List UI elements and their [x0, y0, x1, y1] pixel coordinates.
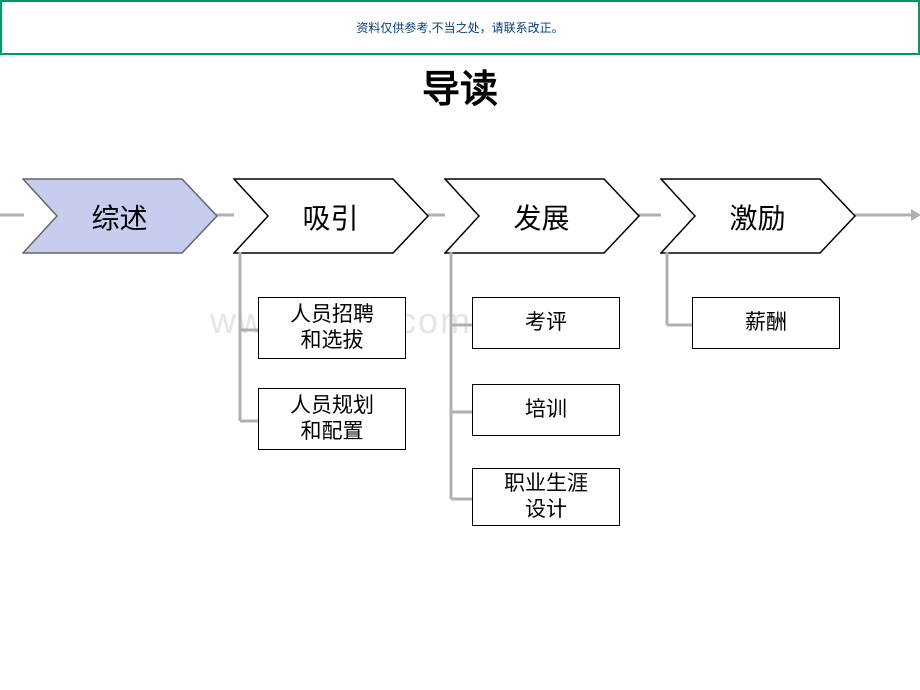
box-develop-1: 培训	[472, 384, 620, 436]
chevron-label-overview: 综述	[60, 197, 180, 237]
chevron-label-motivate: 激励	[698, 197, 818, 237]
box-attract-0: 人员招聘和选拔	[258, 297, 406, 359]
box-attract-1: 人员规划和配置	[258, 388, 406, 450]
tree-attract	[238, 252, 260, 423]
arrow-tail	[0, 211, 24, 219]
chevron-label-develop: 发展	[482, 197, 602, 237]
chevron-label-attract: 吸引	[271, 197, 391, 237]
connector-seg-3	[854, 207, 920, 223]
box-develop-2: 职业生涯设计	[472, 468, 620, 526]
flowchart: 综述 吸引 发展 激励人员招聘和选拔人员规划和配置 考评培训职业生涯设计 薪酬	[0, 0, 920, 690]
box-motivate-0: 薪酬	[692, 297, 840, 349]
tree-motivate	[665, 252, 694, 327]
box-develop-0: 考评	[472, 297, 620, 349]
tree-develop	[449, 252, 474, 501]
